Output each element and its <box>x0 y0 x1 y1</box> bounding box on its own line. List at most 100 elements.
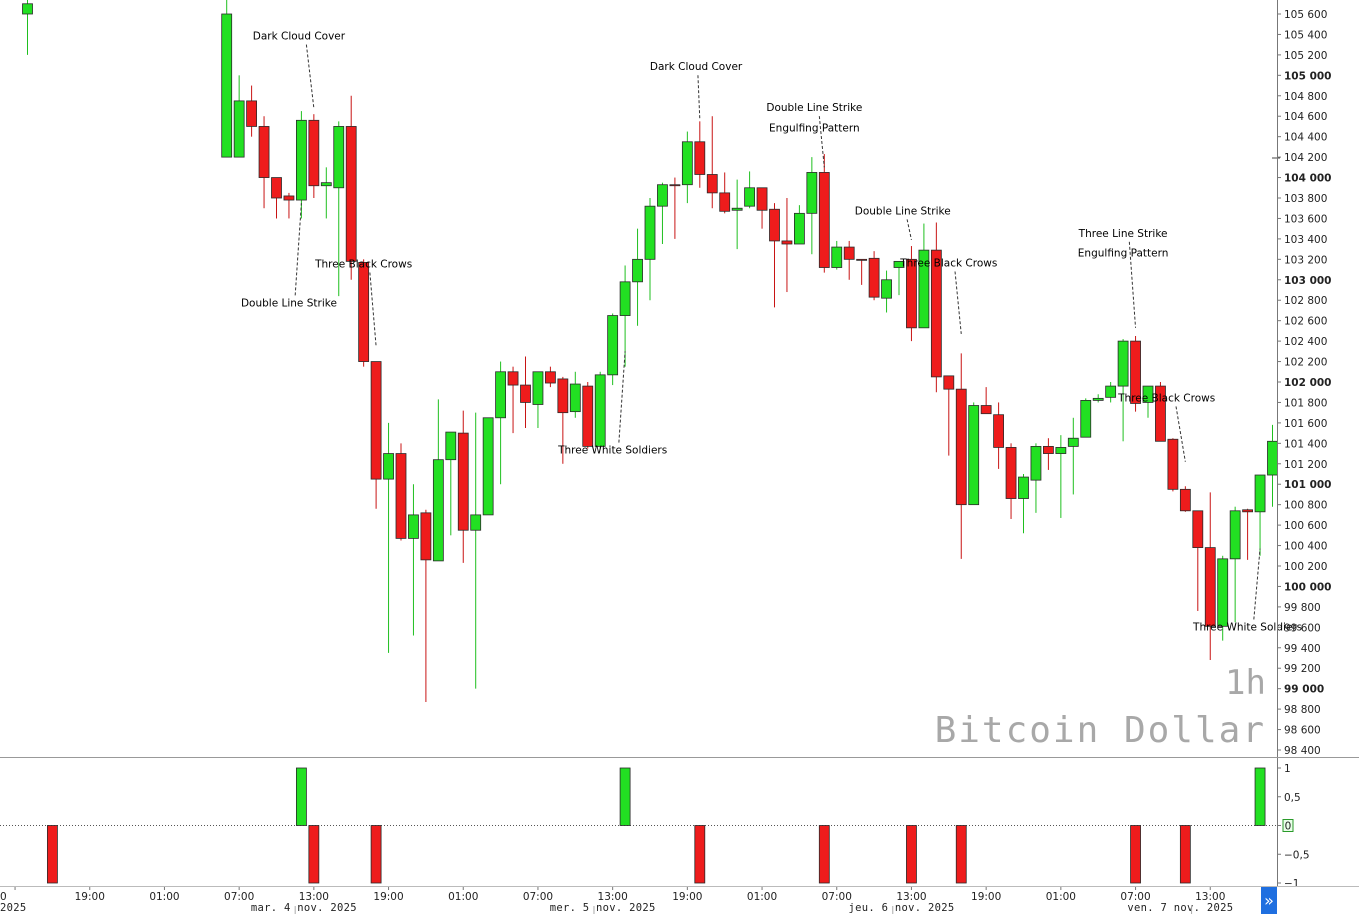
double-chevron-right-icon[interactable]: » <box>1264 891 1274 910</box>
bullish-candle <box>657 182 668 244</box>
bullish-candle <box>632 228 643 326</box>
candle-body <box>308 119 320 187</box>
candle-body <box>1043 445 1054 454</box>
indicator-tick-label: −0,5 <box>1284 849 1310 861</box>
bearish-candle <box>980 387 992 415</box>
scroll-to-latest-button[interactable]: » <box>1261 887 1277 914</box>
date-label: 2025 <box>0 902 27 914</box>
annotation-label: Double Line Strike <box>766 102 862 114</box>
annotation-leader-line <box>1175 406 1186 462</box>
price-axis[interactable]: 98 400 98 600 98 800 99 000 99 200 99 400 99 6… <box>1272 9 1332 757</box>
candle-body <box>1067 437 1079 447</box>
time-tick-label: 01:00 <box>1046 891 1076 903</box>
candle-body <box>432 459 444 562</box>
time-tick-label: 13:00 <box>598 891 628 903</box>
price-tick-label: 103 200 <box>1284 254 1327 266</box>
bearish-signal-bar <box>818 825 830 884</box>
price-tick-label: 101 400 <box>1284 438 1327 450</box>
candle-body <box>893 260 905 268</box>
bearish-candle <box>856 258 868 285</box>
pattern-annotation: Engulfing Pattern <box>769 123 860 135</box>
annotation-leader-line <box>1128 241 1137 328</box>
candle-body <box>582 385 594 447</box>
price-tick-label: 100 000 <box>1284 581 1332 593</box>
price-tick-label: 104 800 <box>1284 91 1327 103</box>
bearish-signal-bar <box>694 825 706 884</box>
price-tick-label: 99 200 <box>1284 663 1321 675</box>
bearish-candle <box>669 177 681 239</box>
date-label: jeu. 6 nov. 2025 <box>849 902 955 914</box>
watermark-instrument: Bitcoin Dollar <box>935 710 1266 751</box>
annotation-label: Three Black Crows <box>1117 392 1215 404</box>
bullish-candle <box>495 361 507 485</box>
bullish-candle <box>1092 394 1104 403</box>
annotation-label: Three White Soldiers <box>1192 621 1302 633</box>
bullish-candle <box>1067 417 1079 495</box>
indicator-tick-label: 0,5 <box>1284 792 1301 804</box>
candle-body <box>1030 445 1042 481</box>
bearish-candle <box>582 382 594 449</box>
bearish-candle <box>370 361 382 509</box>
bullish-candle <box>1142 385 1154 418</box>
bearish-candle <box>706 116 718 209</box>
candle-body <box>1018 476 1029 499</box>
candle-body <box>283 195 295 201</box>
pattern-annotation: Dark Cloud Cover <box>650 61 743 120</box>
bullish-candle <box>893 260 905 296</box>
price-tick-label: 103 400 <box>1284 234 1327 246</box>
price-tick-label: 100 800 <box>1284 500 1327 512</box>
candle-body <box>1192 510 1204 548</box>
bearish-candle <box>420 509 432 702</box>
time-axis[interactable]: 0 19:00 01:00 07:00 13:00 19:00 01:00 07:00 13:0… <box>0 886 1233 914</box>
bullish-candle <box>744 171 755 209</box>
pattern-annotation: Double Line Strike <box>855 205 951 241</box>
price-tick-label: 98 400 <box>1284 745 1321 757</box>
candle-body <box>1242 509 1253 513</box>
time-tick-label: 0 <box>0 891 7 903</box>
bearish-signal-bar <box>308 825 320 884</box>
candle-body <box>706 174 718 194</box>
candle-body <box>1229 510 1241 560</box>
bearish-candle <box>457 410 469 563</box>
price-tick-label: 100 600 <box>1284 520 1327 532</box>
date-label: mar. 4 nov. 2025 <box>251 902 357 914</box>
candle-body <box>482 417 494 516</box>
candle-body <box>507 371 519 386</box>
time-tick-label: 13:00 <box>896 891 926 903</box>
pattern-annotation: Double Line Strike <box>241 203 337 309</box>
bearish-signal-bar <box>955 825 967 884</box>
bearish-candle <box>258 116 270 209</box>
candle-body <box>1254 474 1266 513</box>
candle-body <box>594 374 606 447</box>
time-tick-label: 19:00 <box>373 891 403 903</box>
candle-body <box>968 405 980 506</box>
bullish-candle <box>1030 443 1042 513</box>
annotation-leader-line <box>697 75 701 120</box>
candle-body <box>470 514 482 531</box>
bearish-candle <box>507 366 519 434</box>
bearish-candle <box>1043 438 1054 470</box>
scroll-button-background[interactable] <box>1261 887 1277 914</box>
annotation-label: Three White Soldiers <box>557 445 667 457</box>
bearish-candle <box>1179 486 1191 512</box>
annotation-label: Double Line Strike <box>241 297 337 309</box>
time-tick-label: 07:00 <box>224 891 254 903</box>
candle-body <box>644 205 656 260</box>
bullish-candle <box>221 0 233 158</box>
price-tick-label: 99 600 <box>1284 622 1321 634</box>
time-tick-label: 19:00 <box>672 891 702 903</box>
indicator-axis[interactable]: 1 0,5 0 −0,5 −1 <box>1277 763 1310 890</box>
price-tick-label: 105 400 <box>1284 29 1327 41</box>
bullish-candle <box>619 265 631 367</box>
bullish-candle <box>445 431 457 536</box>
price-tick-label: 105 600 <box>1284 9 1327 21</box>
bullish-candle <box>968 402 980 506</box>
time-tick-label: 13:00 <box>1195 891 1225 903</box>
bearish-candle <box>1155 382 1166 442</box>
pattern-annotation: Three White Soldiers <box>557 351 667 457</box>
bullish-candle <box>831 240 843 270</box>
candle-body <box>370 361 382 480</box>
annotation-leader-line <box>954 271 962 335</box>
annotation-label: Engulfing Pattern <box>1078 247 1169 259</box>
